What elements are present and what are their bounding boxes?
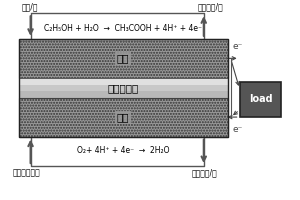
Text: O₂+ 4H⁺ + 4e⁻  →  2H₂O: O₂+ 4H⁺ + 4e⁻ → 2H₂O — [77, 146, 170, 155]
FancyBboxPatch shape — [240, 82, 281, 117]
Bar — [19, 39, 228, 137]
Text: 过量氧气/水: 过量氧气/水 — [192, 168, 218, 177]
Bar — [19, 98, 228, 137]
Text: C₂H₅OH + H₂O  →  CH₃COOH + 4H⁺ + 4e⁻: C₂H₅OH + H₂O → CH₃COOH + 4H⁺ + 4e⁻ — [44, 24, 202, 33]
Bar — [19, 91, 228, 98]
Bar — [19, 78, 228, 85]
Text: （来自空气）: （来自空气） — [13, 168, 40, 177]
Bar — [19, 78, 228, 98]
Text: 阳极: 阳极 — [117, 53, 129, 63]
Bar — [19, 85, 228, 91]
Text: e⁻: e⁻ — [232, 125, 242, 134]
Text: load: load — [249, 94, 272, 104]
Text: e⁻: e⁻ — [232, 42, 242, 51]
Bar — [19, 39, 228, 78]
Text: 质子交换膜: 质子交换膜 — [107, 83, 139, 93]
Text: 阴极: 阴极 — [117, 112, 129, 122]
Text: 乙醇/水: 乙醇/水 — [22, 2, 38, 11]
Text: 过量乙醇/水: 过量乙醇/水 — [198, 2, 224, 11]
